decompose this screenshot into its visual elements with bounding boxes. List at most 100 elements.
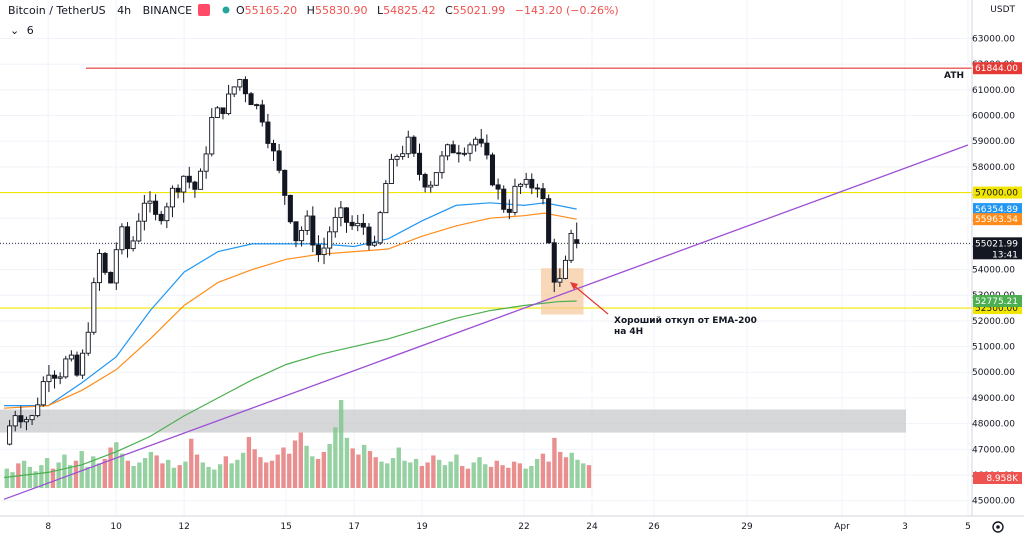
- volume-bar: [379, 461, 384, 488]
- y-tick-label: 60000.00: [972, 112, 1015, 122]
- candle: [130, 240, 136, 250]
- flag-icon[interactable]: [198, 4, 210, 16]
- volume-bar: [419, 466, 425, 488]
- candle: [304, 215, 310, 231]
- candle: [366, 226, 372, 246]
- candle: [411, 136, 417, 154]
- candle: [310, 215, 316, 246]
- support-band-layer: [0, 409, 906, 433]
- candle: [349, 221, 355, 227]
- volume-bar: [310, 456, 315, 488]
- x-tick-label: 5: [965, 522, 971, 532]
- candle: [7, 425, 13, 445]
- candle: [102, 252, 108, 273]
- symbol-name[interactable]: Bitcoin / TetherUS: [8, 4, 106, 17]
- trendline: [3, 144, 969, 500]
- volume-bar: [189, 438, 194, 488]
- volume-bar: [506, 467, 511, 488]
- volume-bar: [68, 465, 73, 488]
- x-tick-label: 12: [178, 522, 189, 532]
- volume-bar: [264, 462, 269, 488]
- candle: [557, 277, 563, 283]
- candle: [124, 226, 131, 250]
- volume-bar: [460, 466, 465, 488]
- candle: [136, 220, 142, 242]
- candle: [214, 107, 220, 118]
- candle: [546, 198, 552, 244]
- candle: [293, 221, 299, 242]
- volume-bar: [142, 458, 148, 488]
- indicator-count: 6: [27, 24, 34, 37]
- ema-1-badge-label: 56354.89: [975, 205, 1018, 215]
- volume-bar: [160, 463, 165, 488]
- volume-bars: [4, 400, 592, 488]
- highlight-zone: [541, 268, 584, 315]
- volume-bar: [321, 451, 327, 488]
- volume-bar: [114, 442, 119, 488]
- volume-bar: [131, 466, 136, 488]
- x-tick-label: 8: [45, 522, 51, 532]
- candle: [439, 155, 445, 174]
- candle: [259, 104, 265, 123]
- gear-icon[interactable]: [992, 521, 1004, 533]
- volume-bar: [344, 437, 350, 488]
- candle: [523, 178, 529, 185]
- volume-bar: [327, 444, 332, 488]
- candle: [164, 206, 170, 222]
- level-57000-badge-label: 57000.00: [975, 189, 1018, 199]
- volume-bar: [540, 453, 546, 488]
- candle: [495, 184, 501, 190]
- ath-tag: ATH: [944, 71, 964, 81]
- ath-badge: [973, 62, 1022, 75]
- volume-bar: [511, 461, 517, 488]
- volume-bar: [546, 461, 551, 488]
- indicators-toggle[interactable]: ⌄ 6: [10, 24, 34, 37]
- candle: [568, 232, 574, 261]
- volume-bar: [477, 457, 482, 488]
- candle: [416, 152, 423, 175]
- candle: [74, 354, 80, 376]
- interval[interactable]: 4h: [117, 4, 131, 17]
- volume-bar: [534, 458, 540, 488]
- volume-bar: [246, 436, 252, 488]
- y-tick-label: 58000.00: [972, 163, 1015, 173]
- candle: [265, 121, 271, 144]
- candle: [321, 247, 327, 256]
- x-tick-label: 22: [518, 522, 529, 532]
- y-tick-label: 50000.00: [972, 368, 1015, 378]
- candle: [405, 136, 411, 155]
- axis-currency: USDT: [990, 5, 1015, 15]
- volume-bar: [108, 447, 113, 488]
- candle: [175, 187, 181, 193]
- y-tick-label: 49000.00: [972, 394, 1015, 404]
- volume-bar: [275, 454, 280, 488]
- volume-bar: [408, 462, 413, 488]
- volume-bar: [281, 447, 286, 488]
- candle: [29, 415, 35, 421]
- candle: [197, 170, 204, 190]
- candle: [484, 142, 490, 156]
- candle: [12, 415, 18, 427]
- volume-bar: [4, 468, 9, 488]
- candle: [501, 188, 507, 210]
- volume-bar: [10, 472, 15, 488]
- volume-bar: [373, 457, 378, 488]
- volume-bar: [212, 469, 217, 488]
- volume-bar: [390, 458, 396, 488]
- arrow-head-icon: [570, 282, 578, 290]
- y-tick-label: 54000.00: [972, 266, 1015, 276]
- candle: [141, 202, 147, 222]
- candle: [473, 138, 479, 146]
- volume-bar: [91, 456, 96, 488]
- x-tick-label: 29: [741, 522, 753, 532]
- candle: [540, 188, 546, 200]
- volume-bar: [148, 451, 154, 488]
- volume-bar: [258, 457, 263, 488]
- volume-bar: [448, 461, 453, 488]
- candle: [327, 231, 333, 249]
- volume-badge-label: 8.958K: [986, 474, 1019, 484]
- y-tick-label: 48000.00: [972, 420, 1015, 430]
